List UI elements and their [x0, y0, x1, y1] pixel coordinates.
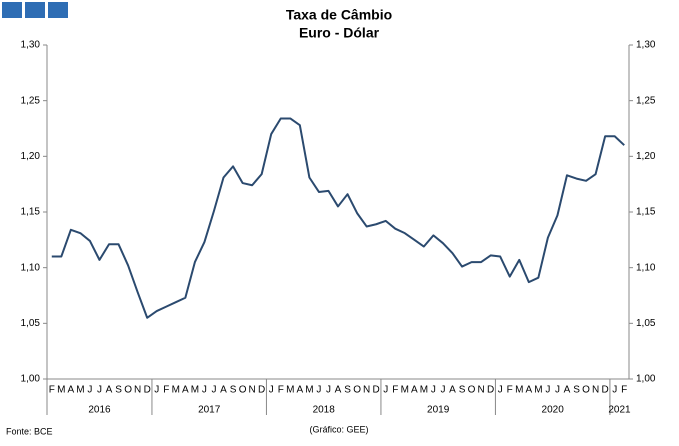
- x-tick-label: O: [239, 385, 247, 396]
- x-tick-label: M: [534, 385, 542, 396]
- logo-block: [48, 2, 68, 18]
- y2-tick-label: 1,20: [636, 151, 656, 162]
- x-tick-label: A: [525, 385, 532, 396]
- x-tick-label: N: [363, 385, 370, 396]
- x-tick-label: D: [144, 385, 151, 396]
- y-tick-label: 1,25: [21, 95, 41, 106]
- x-tick-label: A: [335, 385, 342, 396]
- y2-tick-label: 1,00: [636, 374, 656, 385]
- x-tick-label: J: [612, 385, 617, 396]
- y-tick-label: 1,15: [21, 207, 41, 218]
- x-tick-label: F: [49, 385, 55, 396]
- source-note: Fonte: BCE: [6, 426, 53, 436]
- x-tick-label: S: [230, 385, 237, 396]
- x-tick-label: J: [97, 385, 102, 396]
- x-tick-label: S: [573, 385, 580, 396]
- x-tick-label: N: [477, 385, 484, 396]
- x-tick-label: A: [68, 385, 75, 396]
- credit-note: (Gráfico: GEE): [309, 424, 368, 434]
- x-tick-label: N: [134, 385, 141, 396]
- x-tick-label: A: [182, 385, 189, 396]
- year-label: 2021: [608, 405, 631, 416]
- series-line: [51, 117, 625, 319]
- logo-block: [2, 2, 22, 18]
- x-tick-label: J: [383, 385, 388, 396]
- x-tick-label: M: [191, 385, 199, 396]
- x-tick-label: D: [258, 385, 265, 396]
- x-tick-label: O: [124, 385, 132, 396]
- x-tick-label: F: [163, 385, 169, 396]
- y-tick-label: 1,05: [21, 318, 41, 329]
- x-tick-label: A: [449, 385, 456, 396]
- y2-tick-label: 1,30: [636, 40, 656, 51]
- x-tick-label: M: [401, 385, 409, 396]
- x-tick-label: A: [220, 385, 227, 396]
- x-tick-label: F: [278, 385, 284, 396]
- logo-block: [25, 2, 45, 18]
- x-tick-label: S: [459, 385, 466, 396]
- x-tick-label: J: [87, 385, 92, 396]
- y-tick-label: 1,20: [21, 151, 41, 162]
- x-tick-label: A: [411, 385, 418, 396]
- x-tick-label: F: [392, 385, 398, 396]
- y2-tick-label: 1,10: [636, 262, 656, 273]
- x-tick-label: D: [602, 385, 609, 396]
- x-tick-label: M: [172, 385, 180, 396]
- x-tick-label: M: [57, 385, 65, 396]
- x-tick-label: A: [106, 385, 113, 396]
- x-tick-label: J: [431, 385, 436, 396]
- x-tick-label: J: [555, 385, 560, 396]
- year-label: 2019: [427, 405, 450, 416]
- x-tick-label: D: [487, 385, 494, 396]
- x-tick-label: M: [76, 385, 84, 396]
- x-tick-label: N: [592, 385, 599, 396]
- x-tick-label: M: [420, 385, 428, 396]
- chart-subtitle: Euro - Dólar: [299, 25, 380, 41]
- y-tick-label: 1,10: [21, 262, 41, 273]
- x-tick-label: F: [621, 385, 627, 396]
- x-tick-label: J: [316, 385, 321, 396]
- x-tick-label: S: [115, 385, 122, 396]
- y2-tick-label: 1,15: [636, 207, 656, 218]
- x-tick-label: F: [507, 385, 513, 396]
- x-tick-label: J: [440, 385, 445, 396]
- x-tick-label: J: [269, 385, 274, 396]
- x-tick-label: O: [582, 385, 590, 396]
- x-tick-label: J: [211, 385, 216, 396]
- x-tick-label: A: [564, 385, 571, 396]
- year-label: 2017: [198, 405, 221, 416]
- y-tick-label: 1,30: [21, 40, 41, 51]
- x-tick-label: M: [305, 385, 313, 396]
- x-tick-label: M: [515, 385, 523, 396]
- x-tick-label: J: [545, 385, 550, 396]
- x-tick-label: S: [344, 385, 351, 396]
- year-label: 2020: [542, 405, 565, 416]
- chart-title: Taxa de Câmbio: [286, 7, 392, 23]
- y2-tick-label: 1,25: [636, 95, 656, 106]
- x-tick-label: O: [468, 385, 476, 396]
- x-tick-label: M: [286, 385, 294, 396]
- x-tick-label: N: [249, 385, 256, 396]
- x-tick-label: J: [326, 385, 331, 396]
- y-tick-label: 1,00: [21, 374, 41, 385]
- x-tick-label: D: [373, 385, 380, 396]
- year-label: 2016: [88, 405, 111, 416]
- x-tick-label: J: [498, 385, 503, 396]
- x-tick-label: O: [353, 385, 361, 396]
- x-tick-label: J: [202, 385, 207, 396]
- x-tick-label: J: [154, 385, 159, 396]
- year-label: 2018: [313, 405, 336, 416]
- y2-tick-label: 1,05: [636, 318, 656, 329]
- x-tick-label: A: [297, 385, 304, 396]
